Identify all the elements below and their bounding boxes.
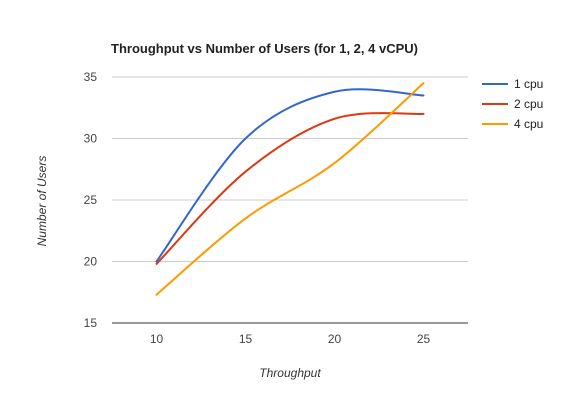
y-tick-label: 35 [84, 70, 98, 84]
legend-item[interactable]: 2 cpu [482, 97, 543, 111]
legend-label: 2 cpu [514, 97, 543, 111]
y-tick-label: 25 [84, 193, 98, 207]
legend-item[interactable]: 1 cpu [482, 77, 543, 91]
legend[interactable]: 1 cpu 2 cpu 4 cpu [482, 77, 543, 131]
x-tick-label: 20 [328, 332, 342, 346]
y-axis-ticks: 15 20 25 30 35 [84, 70, 98, 330]
y-tick-label: 30 [84, 132, 98, 146]
x-tick-label: 25 [417, 332, 431, 346]
y-axis-label: Number of Users [35, 156, 49, 247]
chart-title: Throughput vs Number of Users (for 1, 2,… [111, 41, 418, 56]
x-tick-label: 10 [150, 332, 164, 346]
legend-label: 1 cpu [514, 77, 543, 91]
x-axis-label: Throughput [259, 366, 321, 380]
y-tick-label: 20 [84, 255, 98, 269]
series-line-3 [155, 82, 425, 296]
series-line-1 [155, 88, 425, 263]
x-axis-ticks: 10 15 20 25 [150, 332, 431, 346]
series-line-2 [155, 112, 425, 265]
gridlines [112, 76, 468, 324]
x-tick-label: 15 [239, 332, 253, 346]
series-lines [155, 82, 425, 296]
y-tick-label: 15 [84, 316, 98, 330]
legend-item[interactable]: 4 cpu [482, 117, 543, 131]
legend-label: 4 cpu [514, 117, 543, 131]
